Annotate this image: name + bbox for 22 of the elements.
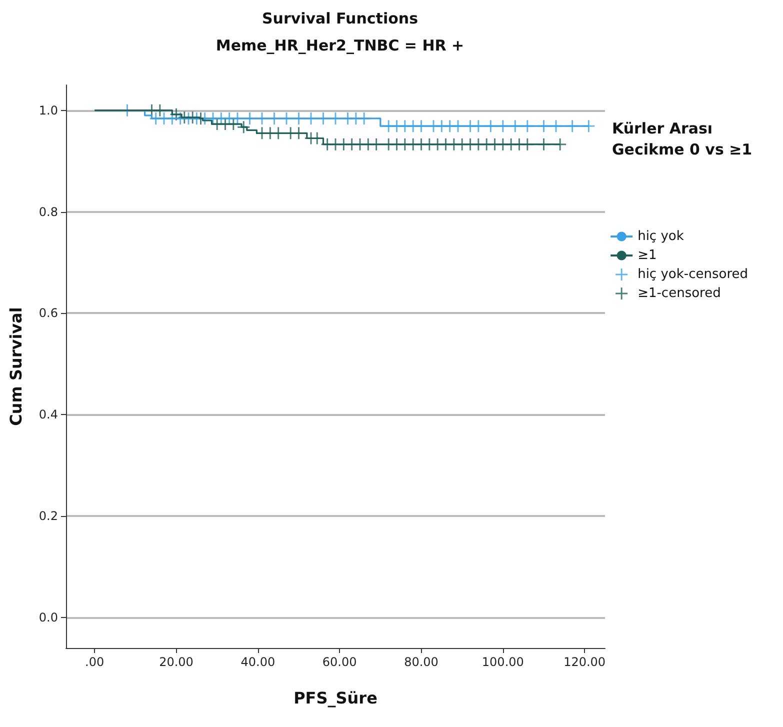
x-tick-label: 40.00 [240,655,276,669]
legend-label: ≥1-censored [638,286,721,301]
x-axis-title: PFS_Süre [294,688,378,708]
x-tick-label: 80.00 [404,655,438,669]
legend-label: hiç yok-censored [638,267,748,282]
y-tick-label: 0.2 [38,509,58,524]
x-tick-label: 100.00 [482,655,524,669]
legend-title: Kürler Arası Gecikme 0 vs ≥1 [612,120,752,158]
y-axis-title: Cum Survival [6,307,26,426]
x-tick-label: 120.00 [564,655,606,669]
y-tick-label: 0.4 [38,408,58,422]
y-tick-label: 1.0 [38,103,58,118]
legend-label: hiç yok [638,229,684,244]
y-tick-label: 0.6 [38,306,58,320]
y-tick-label: 0.0 [38,610,58,625]
y-tick-label: 0.8 [38,204,58,219]
chart-title: Survival Functions [262,10,418,28]
legend-label: ≥1 [638,248,657,263]
x-tick-label: 60.00 [322,655,357,669]
x-tick-label: .00 [85,655,104,669]
chart-subtitle: Meme_HR_Her2_TNBC = HR + [216,36,464,54]
x-tick-label: 20.00 [159,655,194,669]
